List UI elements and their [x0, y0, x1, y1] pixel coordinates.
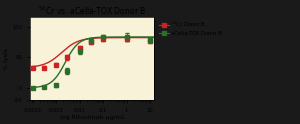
X-axis label: log Rituximab µg/mL: log Rituximab µg/mL: [60, 115, 125, 120]
Title: $^{51}$Cr vs. aCella-TOX Donor B: $^{51}$Cr vs. aCella-TOX Donor B: [38, 4, 146, 17]
Legend: $^{51}$Cr Donor B, aCella-TOX Donor B: $^{51}$Cr Donor B, aCella-TOX Donor B: [158, 18, 223, 37]
Y-axis label: % lysis: % lysis: [4, 48, 9, 70]
